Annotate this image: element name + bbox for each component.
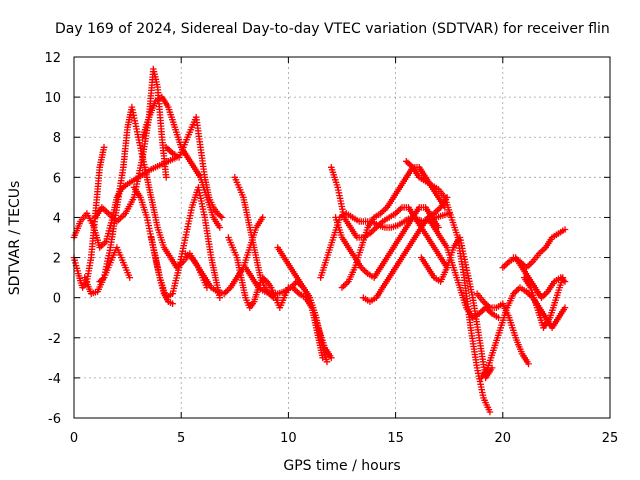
data-point-markers [70, 154, 181, 251]
series-track-2 [70, 154, 181, 251]
x-axis-title: GPS time / hours [283, 458, 400, 474]
series-track-23 [418, 234, 496, 382]
series-track-27 [510, 226, 569, 271]
plot-frame [73, 56, 611, 419]
x-tick-label: 15 [387, 431, 404, 446]
data-point-markers [332, 204, 442, 281]
y-tick-label: -2 [48, 332, 61, 347]
y-tick-label: -6 [48, 412, 61, 427]
data-point-markers [162, 113, 226, 221]
y-tick-label: 12 [44, 51, 61, 66]
series-track-4 [96, 244, 133, 285]
data-point-markers [96, 244, 133, 285]
series-track-19 [338, 164, 449, 291]
series-track-10 [182, 214, 266, 297]
data-point-markers [418, 234, 496, 382]
y-tick-label: 6 [53, 171, 61, 186]
y-tick-label: 2 [53, 252, 61, 267]
data-point-markers [92, 65, 170, 225]
y-tick-label: 4 [53, 211, 61, 226]
tick-labels: 0 5 10 15 20 25 -6 -4 -2 0 2 4 6 8 10 12 [44, 51, 618, 446]
x-tick-label: 20 [495, 431, 512, 446]
series-track-15 [289, 284, 335, 362]
x-tick-label: 25 [602, 431, 619, 446]
y-axis-title: SDTVAR / TECUs [7, 181, 23, 296]
series-track-18 [332, 204, 442, 281]
x-tick-label: 0 [70, 431, 78, 446]
series-track-28 [520, 274, 567, 331]
data-point-markers [147, 234, 176, 307]
data-point-markers [520, 274, 567, 331]
data-point-markers [182, 214, 266, 297]
grid-lines [74, 57, 610, 418]
y-tick-label: 10 [44, 91, 61, 106]
series-track-5 [92, 65, 170, 225]
plot-marks [70, 65, 569, 416]
chart-title: Day 169 of 2024, Sidereal Day-to-day VTE… [55, 21, 610, 37]
data-point-markers [338, 164, 449, 291]
y-tick-label: -4 [48, 372, 61, 387]
series-track-8 [147, 234, 176, 307]
x-tick-label: 5 [177, 431, 185, 446]
data-point-markers [510, 226, 569, 271]
series-track-21 [403, 158, 494, 416]
axis-ticks [73, 56, 611, 419]
series-track-9 [162, 113, 226, 221]
y-tick-label: 8 [53, 131, 61, 146]
data-point-markers [403, 158, 494, 416]
x-tick-label: 10 [280, 431, 297, 446]
data-point-markers [289, 284, 335, 362]
y-tick-label: 0 [53, 292, 61, 307]
